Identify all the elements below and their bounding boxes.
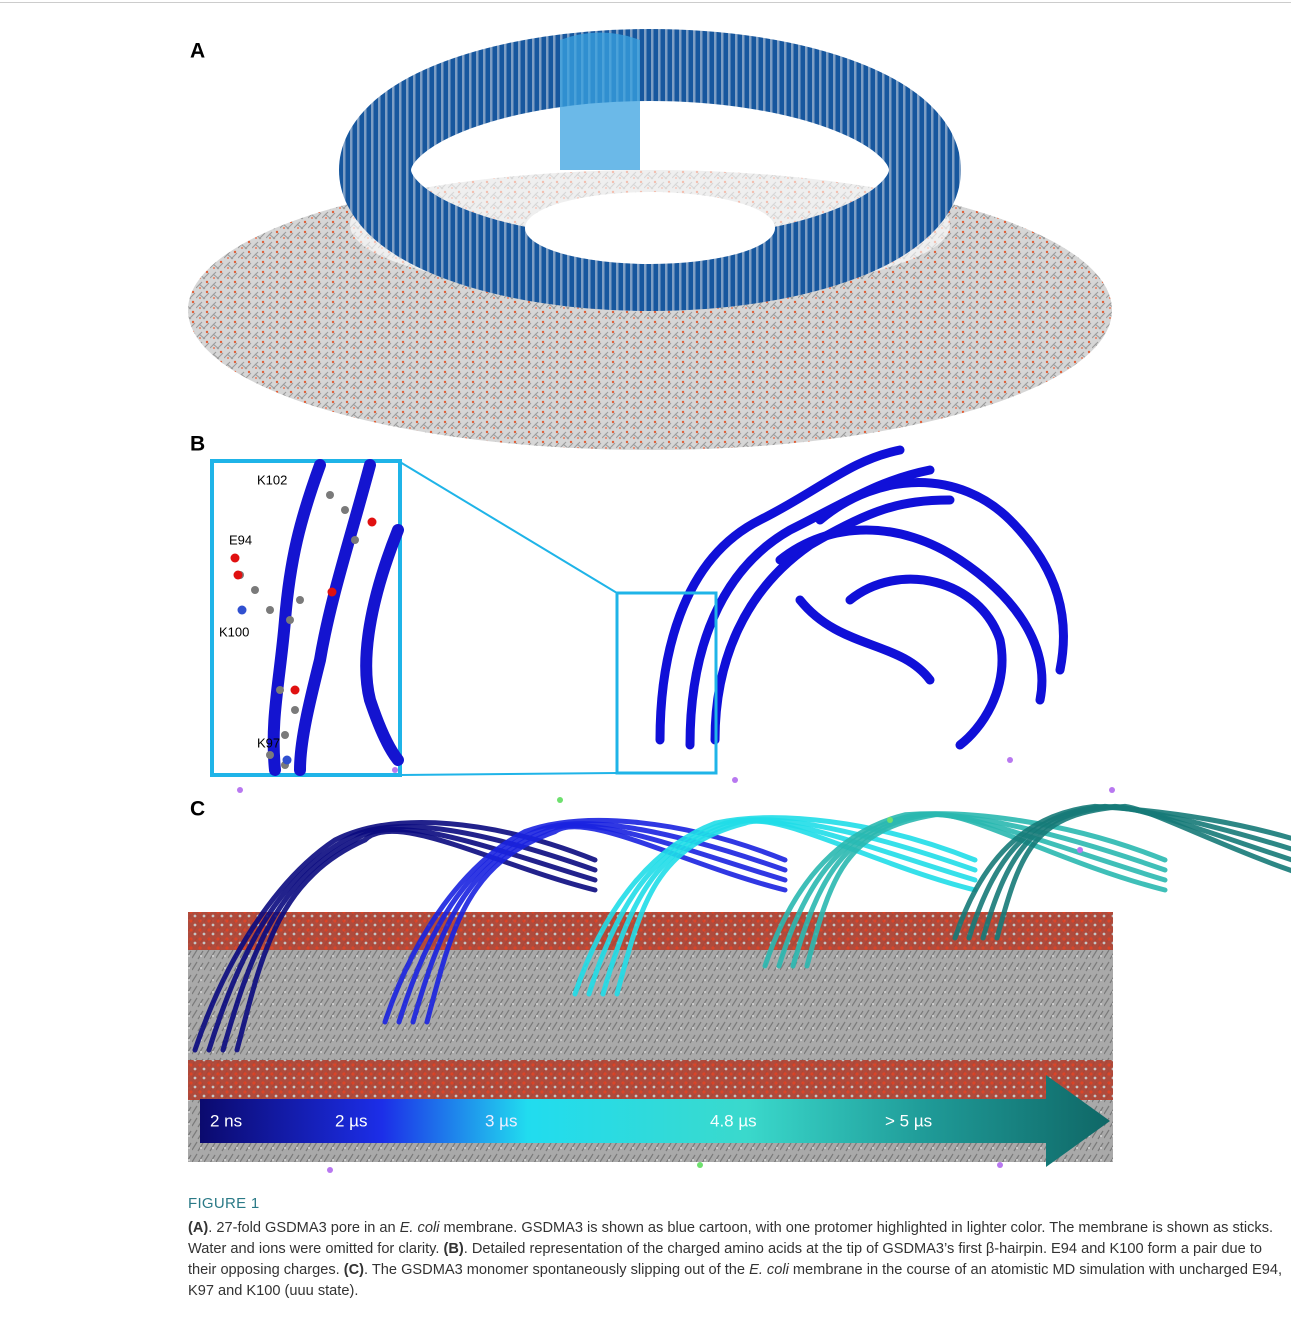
residue-label: E94 — [229, 532, 252, 547]
caption-segment: E. coli — [400, 1220, 440, 1236]
panel-label: C — [190, 798, 205, 821]
residue-label: K102 — [257, 472, 287, 487]
residue-label: K100 — [219, 624, 249, 639]
ion — [732, 777, 738, 783]
atom — [286, 616, 294, 624]
atom — [266, 751, 274, 759]
atom — [351, 536, 359, 544]
atom — [368, 518, 377, 527]
caption-title: FIGURE 1 — [188, 1195, 260, 1212]
ion — [697, 1162, 703, 1168]
caption-segment: (C) — [344, 1262, 364, 1278]
time-label: > 5 µs — [885, 1111, 932, 1130]
caption-segment: (B) — [443, 1241, 463, 1257]
caption-segment: . The GSDMA3 monomer spontaneously slipp… — [364, 1262, 749, 1278]
headgroups-bottom — [188, 1060, 1113, 1100]
ion — [887, 817, 893, 823]
atom — [266, 606, 274, 614]
highlighted-protomer — [560, 33, 640, 171]
time-label: 2 ns — [210, 1111, 242, 1130]
atom — [328, 588, 337, 597]
zoom-line — [400, 773, 617, 775]
ribbon — [850, 579, 1002, 745]
atom — [281, 731, 289, 739]
atom — [276, 686, 284, 694]
atom — [231, 554, 240, 563]
atom — [234, 571, 243, 580]
caption-segment: E. coli — [749, 1262, 789, 1278]
atom — [283, 756, 292, 765]
atom — [341, 506, 349, 514]
atom — [238, 606, 247, 615]
panel-label: B — [190, 433, 205, 456]
panel-label: A — [190, 40, 205, 63]
figure: A B K102 E94 K100 K97 C 2 ns 2 µs 3 µs 4… — [0, 0, 1291, 1180]
caption-segment: (A) — [188, 1220, 208, 1236]
page: A B K102 E94 K100 K97 C 2 ns 2 µs 3 µs 4… — [0, 0, 1291, 1336]
ion — [1109, 787, 1115, 793]
time-label: 2 µs — [335, 1111, 367, 1130]
monomer-b — [660, 450, 1063, 745]
pore-hole — [525, 192, 775, 264]
ion — [1007, 757, 1013, 763]
residue-label: K97 — [257, 735, 280, 750]
caption-segment: . 27-fold GSDMA3 pore in an — [208, 1220, 399, 1236]
ion — [392, 767, 398, 773]
atom — [291, 686, 300, 695]
caption-text: (A). 27-fold GSDMA3 pore in an E. coli m… — [188, 1218, 1283, 1302]
atom — [296, 596, 304, 604]
atom — [251, 586, 259, 594]
atom — [326, 491, 334, 499]
ion — [997, 1162, 1003, 1168]
ribbon — [800, 600, 930, 680]
ion — [1077, 847, 1083, 853]
ion — [327, 1167, 333, 1173]
time-label: 3 µs — [485, 1111, 517, 1130]
zoom-line — [400, 462, 617, 593]
ion — [557, 797, 563, 803]
ion — [237, 787, 243, 793]
time-label: 4.8 µs — [710, 1111, 757, 1130]
atom — [291, 706, 299, 714]
